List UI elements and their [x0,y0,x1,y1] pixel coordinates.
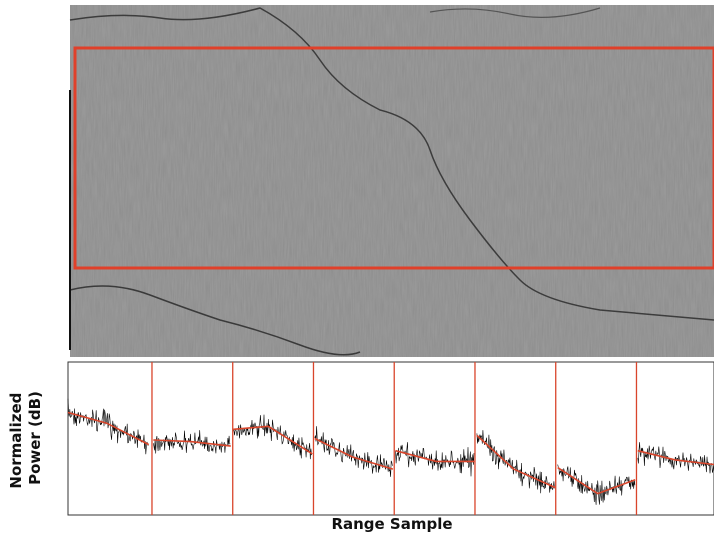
river [69,285,361,356]
sar-image [69,5,714,357]
y-label-line: Normalized [7,393,25,489]
noise-texture [395,442,475,477]
y-label-line: Power (dB) [26,391,44,485]
y-axis-label: Normalized Power (dB) [7,387,44,488]
x-axis-label: Range Sample [331,515,452,533]
river [429,7,601,18]
smoothed-line [67,411,714,495]
plot-area [67,361,714,516]
noise-texture [557,464,636,505]
image-texture [70,5,714,357]
noise-texture [314,426,393,477]
river [69,7,714,321]
noise-texture [476,430,555,494]
noise-texture [637,442,714,474]
selection-box [73,46,714,270]
